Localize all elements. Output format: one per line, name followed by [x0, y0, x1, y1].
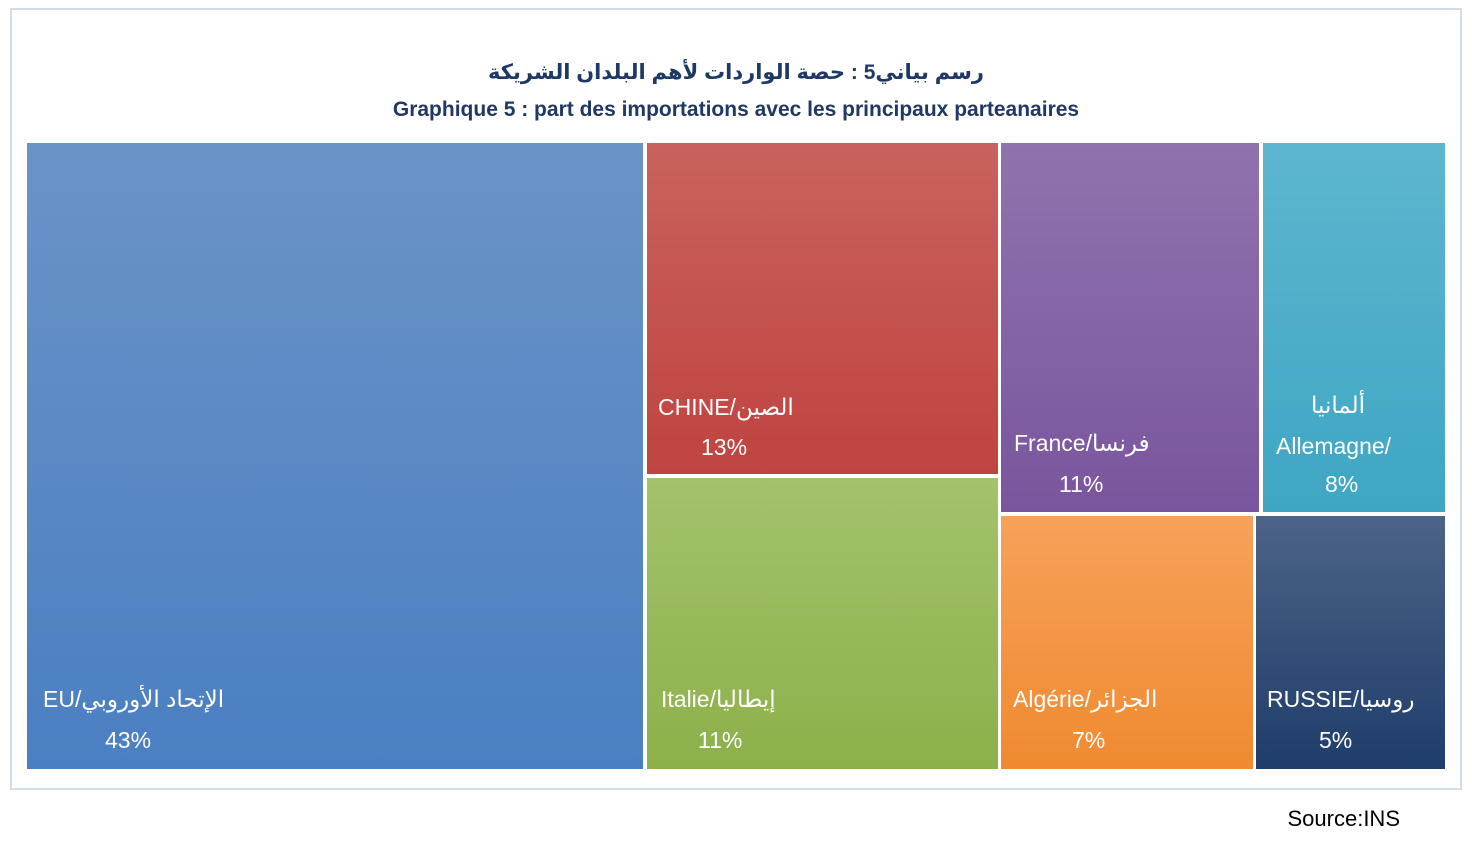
treemap-cell-allemagne: ألمانيا Allemagne/8%: [1263, 143, 1445, 512]
treemap-cell-algerie: Algérie/الجزائر 7%: [1001, 516, 1253, 769]
treemap-label-france-name: France/فرنسا: [1014, 430, 1150, 456]
treemap-label-eu-name: EU/الإتحاد الأوروبي: [43, 686, 225, 712]
treemap-label-italie-value: 11%: [698, 727, 743, 753]
treemap-label-russie-name: RUSSIE/روسيا: [1267, 686, 1415, 712]
treemap-label-chine-value: 13%: [701, 434, 748, 460]
treemap-label-russie-value: 5%: [1319, 727, 1353, 753]
treemap-label-allemagne-name-line2: Allemagne/: [1276, 433, 1392, 459]
treemap-cell-italie: Italie/إيطاليا 11%: [647, 478, 998, 769]
treemap-label-chine-name: CHINE/الصين: [658, 394, 794, 420]
treemap-label-algerie-value: 7%: [1072, 727, 1106, 753]
source-note: Source:INS: [1287, 806, 1401, 831]
chart-title-french: Graphique 5 : part des importations avec…: [392, 98, 1080, 121]
treemap-label-italie-name: Italie/إيطاليا: [661, 686, 776, 712]
treemap-label-france-value: 11%: [1059, 471, 1104, 497]
treemap-cell-eu: EU/الإتحاد الأوروبي 43%: [27, 143, 643, 769]
treemap-cell-russie: RUSSIE/روسيا 5%: [1256, 516, 1445, 769]
treemap-cell-france: France/فرنسا 11%: [1001, 143, 1259, 512]
treemap-label-algerie-name: Algérie/الجزائر: [1013, 686, 1158, 712]
treemap-label-allemagne-name-line1: ألمانيا: [1311, 392, 1366, 418]
treemap-label-eu-value: 43%: [105, 727, 152, 753]
treemap-label-allemagne-value: 8%: [1325, 471, 1359, 497]
chart-title-arabic: رسم بياني5 : حصة الواردات لأهم البلدان ا…: [488, 61, 984, 84]
treemap-cell-chine: CHINE/الصين 13%: [647, 143, 998, 474]
